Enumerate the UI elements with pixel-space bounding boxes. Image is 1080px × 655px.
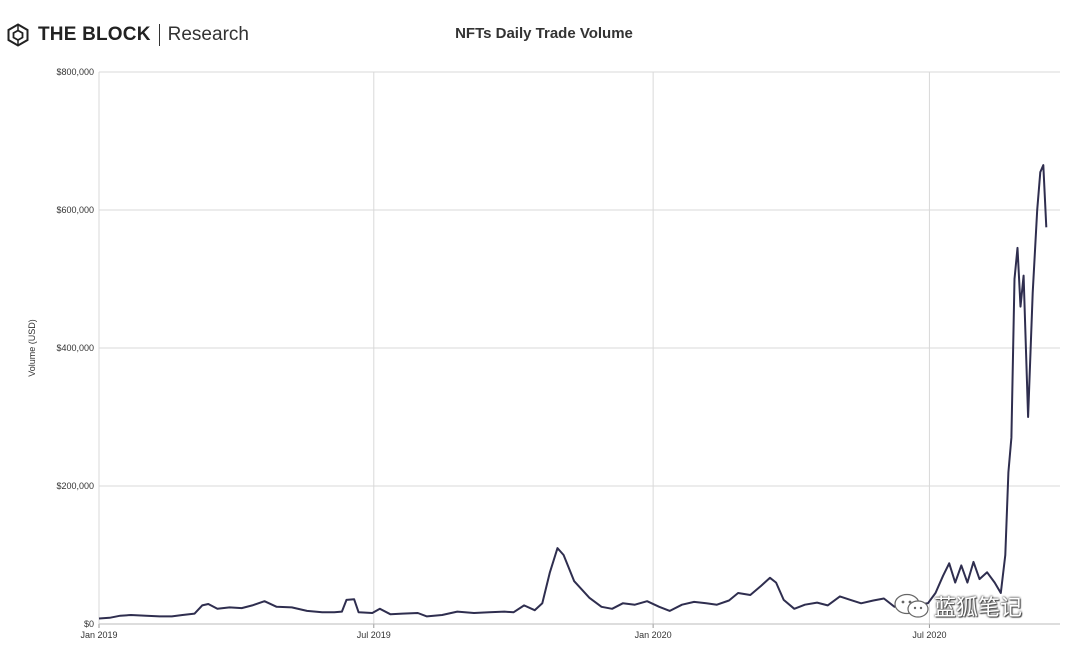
cube-logo-icon	[7, 23, 29, 47]
chart-title: NFTs Daily Trade Volume	[455, 25, 633, 42]
brand-logo: THE BLOCK Research	[6, 22, 249, 48]
wechat-icon	[894, 593, 929, 618]
x-tick-label: Jul 2020	[912, 630, 946, 640]
y-tick-label: $0	[84, 619, 94, 629]
watermark: 蓝狐笔记	[892, 590, 1022, 622]
gridlines	[98, 71, 1060, 625]
brand-divider	[158, 24, 160, 46]
x-tick-label: Jan 2019	[80, 630, 117, 640]
y-tick-label: $600,000	[56, 205, 94, 215]
series-line	[98, 164, 1048, 620]
watermark-text: 蓝狐笔记	[934, 596, 1023, 621]
brand-subtitle: Research	[167, 24, 249, 45]
y-axis-title: Volume (USD)	[27, 319, 37, 377]
brand-name: THE BLOCK	[38, 24, 151, 45]
series-layer	[98, 164, 1048, 620]
y-tick-label: $400,000	[56, 343, 94, 353]
x-tick-label: Jan 2020	[635, 630, 672, 640]
axes: $0 $200,000 $400,000 $600,000 $800,000 Jan 20…	[27, 67, 1060, 640]
y-tick-label: $200,000	[56, 481, 94, 491]
x-tick-label: Jul 2019	[357, 630, 391, 640]
y-tick-label: $800,000	[56, 67, 94, 77]
